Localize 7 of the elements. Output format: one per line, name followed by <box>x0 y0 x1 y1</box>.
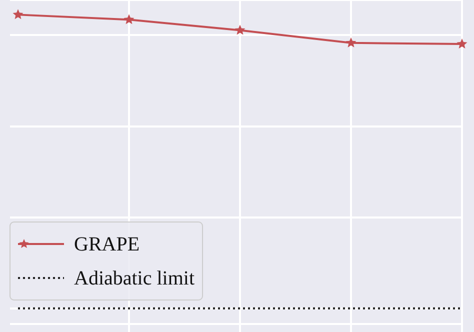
point <box>234 24 246 35</box>
point <box>124 14 134 24</box>
legend-label: GRAPE <box>74 233 140 256</box>
legend-label: Adiabatic limit <box>74 267 195 290</box>
point <box>456 38 468 49</box>
point <box>12 9 24 20</box>
point <box>346 37 356 48</box>
